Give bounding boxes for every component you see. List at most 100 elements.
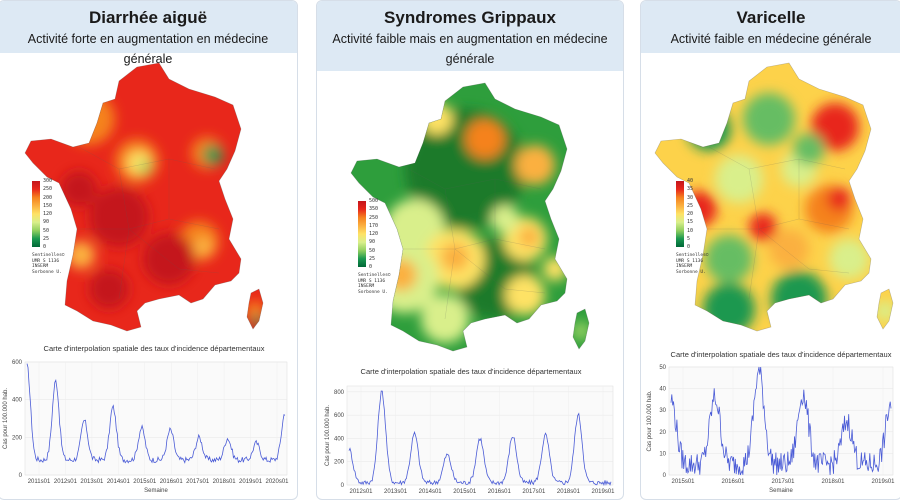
legend-tick: 5 — [687, 235, 691, 242]
x-tick-label: 2019s01 — [871, 479, 895, 485]
x-tick-label: 2015s01 — [453, 489, 477, 495]
legend-tick: 120 — [43, 211, 53, 217]
legend-credit: Sentinelles© UMR S 1136 INSERM Sorbonne … — [676, 253, 709, 275]
map-hotspot — [793, 133, 825, 165]
x-tick-label: 2013s01 — [80, 479, 104, 485]
panel-subtitle: Activité faible en médecine générale — [670, 32, 872, 46]
map-legend: 40 35 30 25 20 15 10 5 0 Sentinelles© UMR S 1136 … — [676, 179, 716, 277]
incidence-chart: 0 10 20 30 40 50 2015s01 2016s01 2017s01 2018s01 2… — [647, 365, 895, 494]
legend-tick: 30 — [687, 194, 694, 201]
legend-credit: Sentinelles© UMR S 1136 INSERM Sorbonne … — [358, 273, 391, 295]
x-tick-label: 2014s01 — [419, 489, 443, 495]
map-hotspot — [63, 93, 115, 145]
legend-tick: 25 — [43, 235, 50, 242]
map-hotspot — [571, 321, 589, 341]
map-hotspot — [771, 271, 827, 327]
x-tick-label: 2017s01 — [186, 479, 210, 485]
legend-tick: 25 — [687, 202, 694, 209]
y-tick-label: 200 — [12, 435, 23, 441]
map-hotspot — [89, 269, 129, 309]
map-hotspot — [875, 301, 893, 321]
region-border — [403, 248, 546, 294]
x-tick-label: 2013s01 — [384, 489, 408, 495]
map-legend: 300 250 200 150 120 90 50 25 0 Sentinelles© UMR S… — [32, 179, 72, 277]
panel-title: Syndromes Grippaux — [384, 8, 556, 27]
y-tick-label: 0 — [341, 483, 345, 489]
x-tick-label: 2014s01 — [107, 479, 131, 485]
legend-tick: 50 — [43, 227, 50, 234]
y-tick-label: 600 — [12, 360, 23, 366]
map-hotspot — [61, 171, 97, 207]
panel-title: Varicelle — [736, 8, 806, 27]
map-hotspot — [139, 161, 151, 173]
chart-title: Carte d'interpolation spatiale des taux … — [670, 350, 892, 359]
y-tick-label: 800 — [334, 390, 345, 396]
y-tick-label: 20 — [659, 430, 666, 436]
x-tick-label: 2015s01 — [671, 479, 695, 485]
map-outline — [654, 62, 894, 332]
region-border — [118, 168, 130, 300]
map-hotspot — [63, 93, 87, 117]
incidence-chart: 0 200 400 600 800 2012s01 2013s01 2014s01 2015s0… — [325, 385, 615, 495]
map-hotspot — [749, 213, 777, 241]
legend-tick: 0 — [687, 244, 691, 250]
map-hotspot — [491, 205, 519, 233]
x-tick-label: 2018s01 — [557, 489, 581, 495]
x-axis-label: Semaine — [144, 488, 168, 494]
chart-title: Carte d'interpolation spatiale des taux … — [360, 367, 582, 376]
incidence-map — [654, 62, 894, 332]
map-hotspot — [203, 145, 223, 165]
region-border — [798, 159, 850, 230]
chart-title: Carte d'interpolation spatiale des taux … — [43, 344, 265, 353]
x-tick-label: 2016s01 — [721, 479, 745, 485]
region-border — [168, 159, 220, 230]
legend-tick: 50 — [369, 247, 376, 254]
map-hotspot — [89, 187, 149, 247]
plot-area — [346, 385, 614, 486]
y-axis-label: Cas pour 100.000 hab. — [647, 390, 653, 451]
y-axis-label: Cas pour 100.000 hab. — [325, 405, 331, 466]
x-tick-label: 2019s01 — [239, 479, 263, 485]
x-tick-label: 2019s01 — [591, 489, 615, 495]
region-border — [707, 228, 850, 274]
x-tick-label: 2018s01 — [821, 479, 845, 485]
legend-tick: 350 — [369, 206, 379, 213]
x-axis-label: Semaine — [769, 488, 793, 494]
map-hotspot — [829, 239, 869, 279]
y-tick-label: 40 — [659, 387, 666, 393]
legend-tick: 10 — [687, 227, 694, 234]
y-tick-label: 50 — [659, 365, 666, 371]
panel-header: Syndromes Grippaux Activité faible mais … — [317, 1, 623, 71]
legend-tick: 90 — [369, 239, 376, 246]
map-hotspot — [515, 145, 555, 185]
panel-header: Varicelle Activité faible en médecine gé… — [641, 1, 900, 53]
legend-tick: 250 — [369, 214, 379, 221]
map-hotspot — [505, 275, 545, 315]
region-border — [494, 179, 546, 250]
panel-header: Diarrhée aiguë Activité forte en augment… — [0, 1, 297, 66]
map-hotspot — [421, 295, 469, 343]
region-border — [748, 168, 760, 300]
y-tick-label: 600 — [334, 413, 345, 419]
legend-tick: 150 — [43, 202, 53, 209]
map-outline — [350, 82, 590, 352]
y-tick-label: 0 — [19, 473, 23, 479]
region-border — [708, 146, 846, 170]
x-tick-label: 2012s01 — [54, 479, 78, 485]
legend-tick: 250 — [43, 186, 53, 193]
y-tick-label: 10 — [659, 451, 666, 457]
region-border — [78, 146, 216, 170]
map-hotspot — [769, 229, 809, 269]
y-tick-label: 30 — [659, 408, 666, 414]
map-hotspot — [827, 187, 851, 211]
incidence-series-line — [670, 366, 892, 476]
y-tick-label: 400 — [334, 436, 345, 442]
panel-varicelle: Varicelle Activité faible en médecine gé… — [640, 0, 900, 500]
legend-tick: 25 — [369, 255, 376, 262]
incidence-map — [350, 82, 590, 352]
region-border — [77, 228, 220, 274]
legend-tick: 35 — [687, 186, 694, 193]
x-tick-label: 2016s01 — [160, 479, 184, 485]
x-tick-label: 2017s01 — [771, 479, 795, 485]
